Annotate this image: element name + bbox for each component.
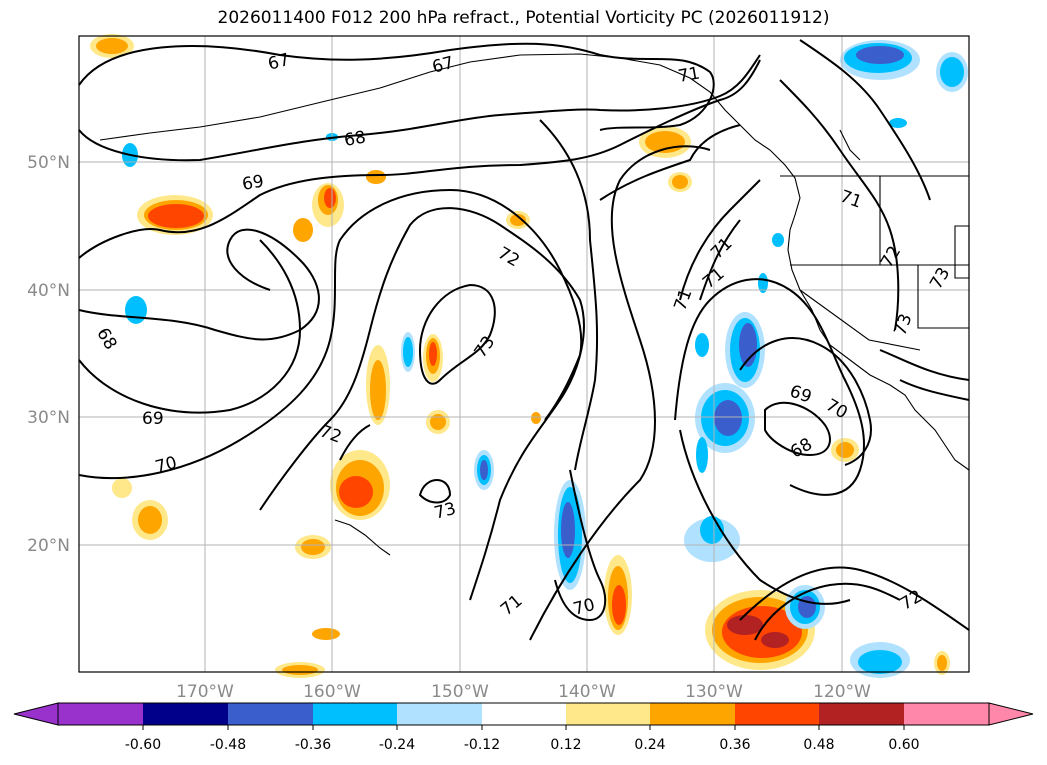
lat-label: 40°N [27, 281, 70, 301]
latitude-labels: 50°N 40°N 30°N 20°N [27, 153, 70, 556]
colorbar-swatch [397, 703, 482, 725]
colorbar-swatch [819, 703, 904, 725]
colorbar-tick-label: 0.48 [803, 737, 834, 753]
colorbar-swatch [904, 703, 989, 725]
colorbar-extend-min [13, 702, 59, 726]
contour-lines [78, 39, 970, 641]
lon-label: 120°W [813, 682, 871, 702]
colorbar: -0.60 -0.48 -0.36 -0.24 -0.12 0.12 0.24 … [13, 702, 1034, 753]
colorbar-swatch [143, 703, 228, 725]
colorbar-tick-label: 0.24 [634, 737, 665, 753]
colorbar-swatch [228, 703, 313, 725]
colorbar-swatch [313, 703, 397, 725]
colorbar-swatch [58, 703, 143, 725]
map-background [79, 36, 969, 672]
colorbar-tick-label: -0.12 [464, 737, 500, 753]
lon-label: 170°W [176, 682, 234, 702]
colorbar-swatch [735, 703, 819, 725]
colorbar-tick-label: -0.36 [295, 737, 331, 753]
lon-label: 140°W [558, 682, 616, 702]
colorbar-tick-label: 0.60 [888, 737, 919, 753]
lon-label: 130°W [685, 682, 743, 702]
lat-label: 20°N [27, 536, 70, 556]
colorbar-extend-max [988, 702, 1034, 726]
colorbar-tick-label: 0.36 [719, 737, 750, 753]
contour-label: 71 [677, 63, 702, 86]
colorbar-swatch [566, 703, 650, 725]
colorbar-swatch [482, 703, 566, 725]
longitude-labels: 170°W 160°W 150°W 140°W 130°W 120°W [176, 682, 871, 702]
lon-label: 150°W [431, 682, 489, 702]
lat-label: 50°N [27, 153, 70, 173]
colorbar-tick-label: -0.24 [379, 737, 415, 753]
map-frame [78, 35, 970, 673]
colorbar-tick-label: -0.48 [210, 737, 246, 753]
contour-label: 68 [343, 127, 368, 150]
contour-label: 69 [241, 171, 266, 194]
colorbar-swatch [650, 703, 735, 725]
colorbar-tick-label: 0.12 [550, 737, 581, 753]
lat-label: 30°N [27, 408, 70, 428]
contour-label: 69 [142, 409, 164, 429]
lon-label: 160°W [303, 682, 361, 702]
gridlines [79, 36, 969, 672]
colorbar-tick-label: -0.60 [125, 737, 161, 753]
map-title: 2026011400 F012 200 hPa refract., Potent… [217, 8, 830, 28]
